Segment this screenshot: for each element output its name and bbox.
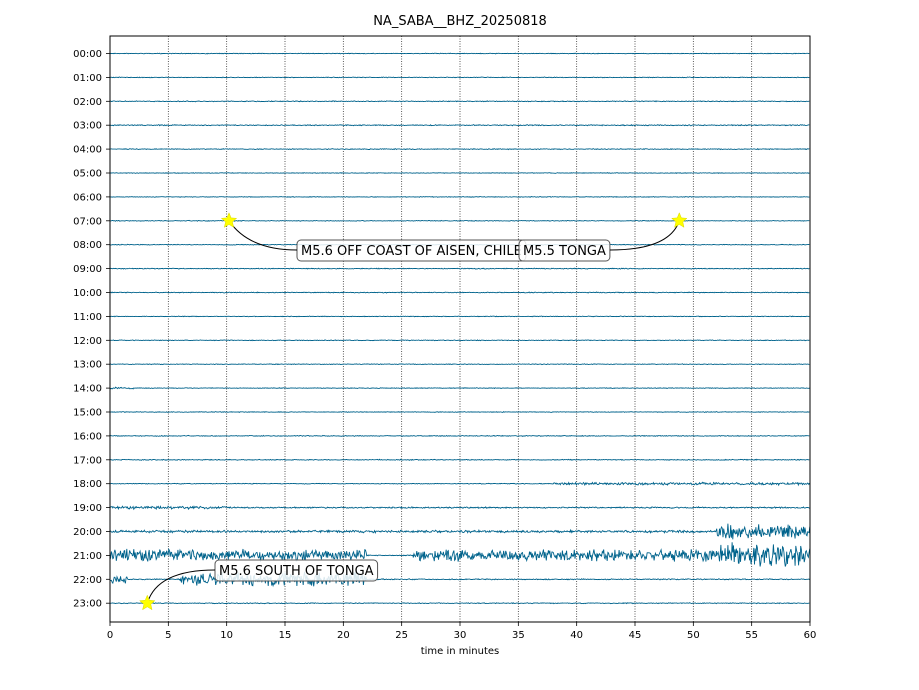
seismic-trace-0500 xyxy=(109,172,810,175)
seismic-trace-0100 xyxy=(109,76,810,79)
y-tick-label: 20:00 xyxy=(73,527,102,538)
seismic-trace-1000 xyxy=(109,291,810,294)
y-tick-label: 23:00 xyxy=(73,599,102,610)
x-tick-label: 55 xyxy=(745,630,758,641)
event-star-marker xyxy=(139,594,156,611)
x-tick-label: 45 xyxy=(629,630,642,641)
y-tick-label: 09:00 xyxy=(73,264,102,275)
y-tick-label: 16:00 xyxy=(73,431,102,442)
y-tick-label: 21:00 xyxy=(73,551,102,562)
event-connector xyxy=(146,569,216,604)
event-label: M5.6 OFF COAST OF AISEN, CHILE xyxy=(301,244,522,259)
x-tick-label: 60 xyxy=(804,630,817,641)
trace-layer xyxy=(109,52,811,605)
y-tick-label: 05:00 xyxy=(73,169,102,180)
seismic-trace-0600 xyxy=(109,195,810,198)
y-tick-label: 06:00 xyxy=(73,192,102,203)
y-tick-label: 11:00 xyxy=(73,312,102,323)
seismic-trace-0400 xyxy=(109,148,810,151)
y-tick-label: 08:00 xyxy=(73,240,102,251)
grid-layer xyxy=(167,36,753,622)
event-star-marker xyxy=(220,212,238,228)
chart-title: NA_SABA__BHZ_20250818 xyxy=(373,14,547,29)
seismic-trace-0900 xyxy=(109,267,810,270)
x-tick-label: 15 xyxy=(279,630,292,641)
event-star-marker xyxy=(671,212,688,228)
x-tick-label: 40 xyxy=(570,630,583,641)
seismic-trace-1300 xyxy=(109,363,810,366)
x-axis-label: time in minutes xyxy=(421,646,500,657)
seismic-trace-1700 xyxy=(109,458,810,462)
axis-layer: 0 5 10 15 20 25 30 35 40 45 50 55 60 00:00 01:00 02:00 0… xyxy=(73,35,817,641)
seismic-trace-2000 xyxy=(109,523,811,540)
seismic-trace-0000 xyxy=(109,52,810,55)
x-tick-label: 30 xyxy=(454,630,467,641)
event-label: M5.6 SOUTH OF TONGA xyxy=(219,564,374,579)
y-tick-label: 14:00 xyxy=(73,384,102,395)
y-tick-label: 18:00 xyxy=(73,479,102,490)
seismic-trace-1200 xyxy=(109,339,810,342)
y-tick-label: 15:00 xyxy=(73,408,102,419)
y-tick-label: 22:00 xyxy=(73,575,102,586)
seismic-trace-1900 xyxy=(109,505,810,511)
y-tick-label: 17:00 xyxy=(73,455,102,466)
y-tick-label: 10:00 xyxy=(73,288,102,299)
y-tick-label: 19:00 xyxy=(73,503,102,514)
x-tick-label: 0 xyxy=(107,630,113,641)
seismic-trace-1600 xyxy=(109,434,810,437)
x-tick-label: 25 xyxy=(395,630,408,641)
event-label-box xyxy=(518,239,611,262)
seismic-trace-1100 xyxy=(110,315,810,318)
event-connector xyxy=(609,220,680,251)
seismic-trace-2100 xyxy=(109,542,811,567)
x-tick-label: 20 xyxy=(337,630,350,641)
seismic-trace-1400 xyxy=(109,386,810,390)
y-tick-label: 04:00 xyxy=(73,145,102,156)
x-tick-label: 35 xyxy=(512,630,525,641)
y-tick-label: 12:00 xyxy=(73,336,102,347)
y-tick-label: 07:00 xyxy=(73,216,102,227)
seismic-trace-2300 xyxy=(109,602,810,605)
seismic-trace-0300 xyxy=(109,123,810,127)
seismic-trace-1500 xyxy=(109,410,810,413)
annotation-layer: M5.6 OFF COAST OF AISEN, CHILE M5.5 TONGA… xyxy=(139,212,688,611)
y-tick-label: 13:00 xyxy=(73,360,102,371)
y-tick-label: 01:00 xyxy=(73,73,102,84)
y-tick-label: 00:00 xyxy=(73,49,102,60)
x-tick-label: 10 xyxy=(220,630,233,641)
seismic-trace-2200 xyxy=(109,571,811,588)
seismic-trace-1800 xyxy=(109,481,810,487)
x-tick-label: 5 xyxy=(165,630,171,641)
seismic-trace-0200 xyxy=(109,100,810,103)
y-tick-label: 03:00 xyxy=(73,121,102,132)
x-tick-label: 50 xyxy=(687,630,700,641)
event-label: M5.5 TONGA xyxy=(523,244,606,259)
y-tick-label: 02:00 xyxy=(73,97,102,108)
